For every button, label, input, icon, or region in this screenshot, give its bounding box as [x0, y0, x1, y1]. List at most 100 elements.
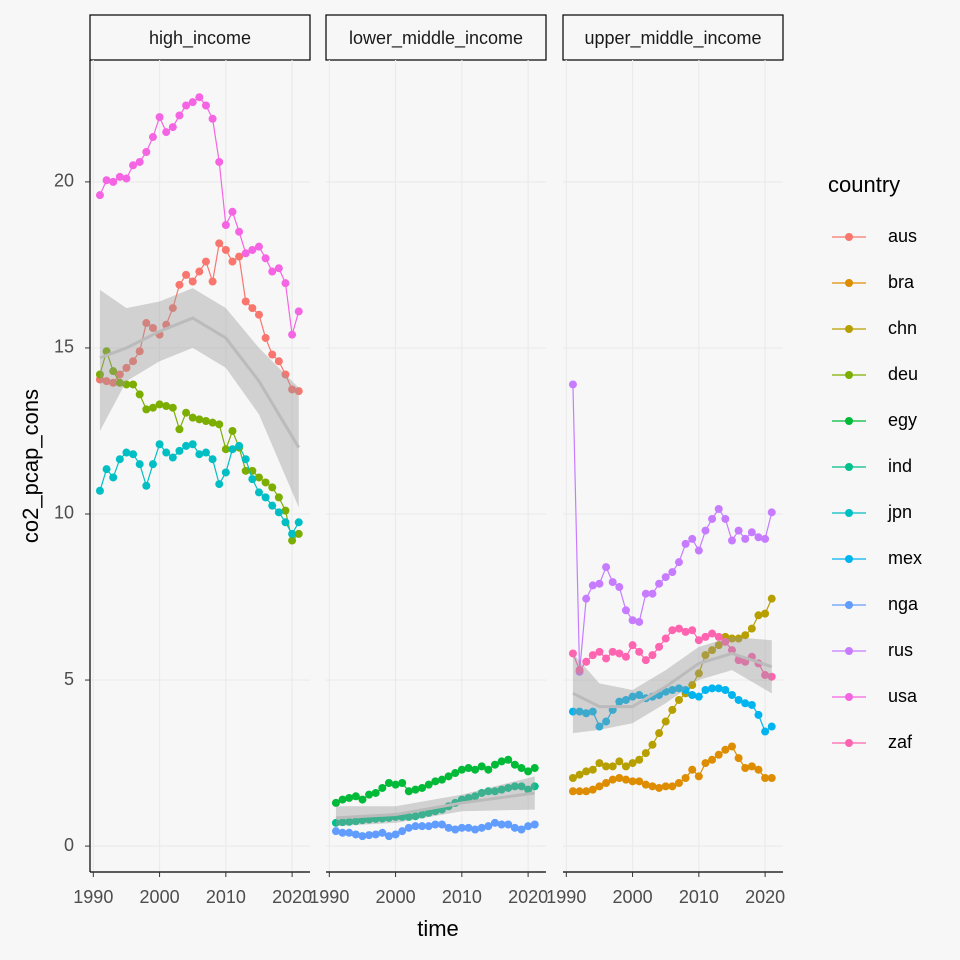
- data-point: [418, 822, 427, 831]
- data-point: [175, 425, 184, 434]
- data-point: [588, 765, 597, 774]
- legend-key-point: [845, 417, 853, 425]
- data-point: [615, 757, 624, 766]
- smooth-line: [572, 651, 773, 709]
- data-point: [517, 825, 526, 834]
- data-point: [281, 279, 290, 288]
- data-point: [338, 818, 347, 827]
- legend-label: zaf: [888, 732, 913, 752]
- data-point: [378, 828, 387, 837]
- data-point: [457, 823, 466, 832]
- data-point: [701, 686, 710, 695]
- data-point: [391, 780, 400, 789]
- data-point: [490, 760, 499, 769]
- data-point: [661, 782, 670, 791]
- data-point: [767, 774, 776, 783]
- data-point: [398, 778, 407, 787]
- data-point: [747, 700, 756, 709]
- x-tick-label: 2020: [745, 887, 785, 907]
- data-point: [148, 403, 157, 412]
- data-point: [168, 123, 177, 132]
- data-point: [701, 526, 710, 535]
- data-point: [168, 453, 177, 462]
- data-point: [582, 657, 591, 666]
- data-point: [331, 798, 340, 807]
- data-point: [588, 707, 597, 716]
- data-point: [582, 787, 591, 796]
- data-point: [504, 755, 513, 764]
- legend-key-point: [845, 463, 853, 471]
- data-point: [254, 310, 263, 319]
- data-point: [195, 267, 204, 276]
- data-point: [767, 722, 776, 731]
- strip-label: high_income: [149, 28, 251, 49]
- data-point: [248, 475, 257, 484]
- data-point: [201, 448, 210, 457]
- strip: [89, 14, 311, 61]
- data-point: [621, 762, 630, 771]
- data-point: [115, 378, 124, 387]
- data-point: [235, 227, 244, 236]
- data-point: [621, 606, 630, 615]
- x-tick-label: 2020: [272, 887, 312, 907]
- data-point: [741, 534, 750, 543]
- data-point: [182, 101, 191, 110]
- legend-key-point: [845, 509, 853, 517]
- data-point: [371, 830, 380, 839]
- data-point: [510, 760, 519, 769]
- data-point: [741, 699, 750, 708]
- data-point: [754, 710, 763, 719]
- data-point: [655, 579, 664, 588]
- data-point: [254, 242, 263, 251]
- legend-label: aus: [888, 226, 917, 246]
- data-point: [582, 767, 591, 776]
- data-point: [575, 787, 584, 796]
- data-point: [708, 684, 717, 693]
- data-point: [261, 333, 270, 342]
- data-point: [274, 508, 283, 517]
- data-point: [371, 788, 380, 797]
- data-point: [694, 546, 703, 555]
- data-point: [155, 113, 164, 122]
- data-point: [102, 465, 111, 474]
- data-point: [248, 245, 257, 254]
- data-point: [568, 649, 577, 658]
- data-point: [398, 827, 407, 836]
- data-point: [681, 539, 690, 548]
- data-point: [504, 783, 513, 792]
- data-point: [358, 795, 367, 804]
- data-point: [595, 647, 604, 656]
- x-tick-label: 2020: [508, 887, 548, 907]
- data-point: [734, 695, 743, 704]
- data-point: [418, 783, 427, 792]
- legend-key-point: [845, 233, 853, 241]
- data-point: [228, 445, 237, 454]
- data-point: [595, 579, 604, 588]
- data-point: [418, 810, 427, 819]
- data-point: [727, 742, 736, 751]
- data-point: [727, 646, 736, 655]
- data-point: [201, 257, 210, 266]
- data-point: [221, 445, 230, 454]
- data-point: [437, 820, 446, 829]
- data-point: [727, 690, 736, 699]
- data-point: [668, 626, 677, 635]
- data-point: [182, 441, 191, 450]
- data-point: [497, 757, 506, 766]
- data-point: [115, 172, 124, 181]
- data-point: [615, 697, 624, 706]
- data-point: [464, 823, 473, 832]
- data-point: [714, 750, 723, 759]
- data-point: [248, 304, 257, 313]
- data-point: [142, 481, 151, 490]
- data-point: [688, 534, 697, 543]
- data-point: [102, 176, 111, 185]
- data-point: [221, 468, 230, 477]
- data-point: [281, 518, 290, 527]
- data-point: [115, 455, 124, 464]
- data-point: [404, 823, 413, 832]
- data-point: [761, 671, 770, 680]
- data-point: [148, 324, 157, 333]
- data-point: [148, 133, 157, 142]
- data-point: [122, 448, 131, 457]
